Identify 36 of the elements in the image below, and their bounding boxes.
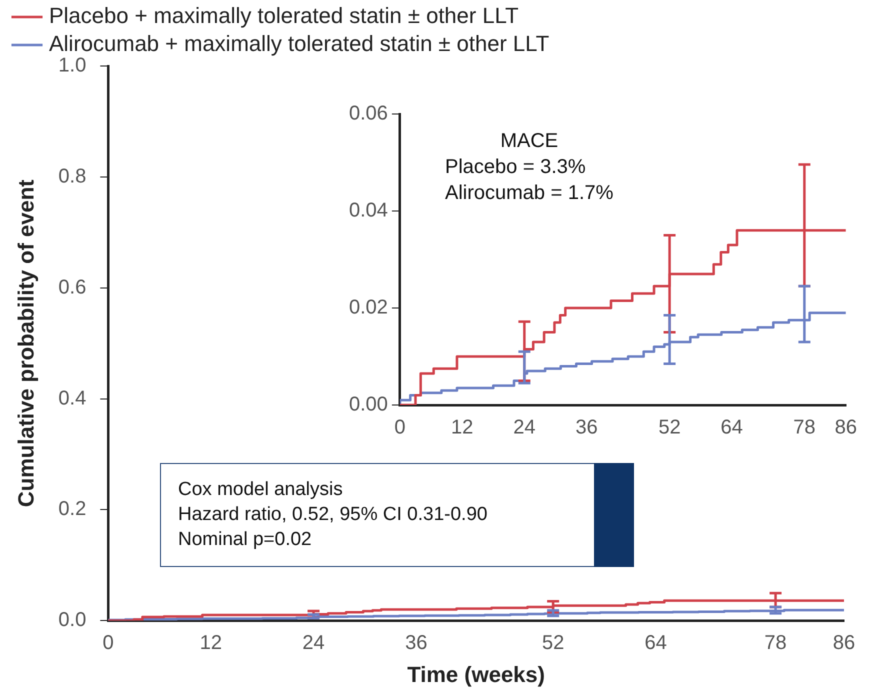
x-tick-label: 12 xyxy=(200,632,222,654)
x-tick-label: 12 xyxy=(451,416,474,439)
y-tick-label: 0.6 xyxy=(58,276,86,298)
x-tick-label: 24 xyxy=(513,416,536,439)
annotation: Nominal p=0.02 xyxy=(178,528,313,552)
annotation: Cox model analysis xyxy=(178,478,344,502)
annotation: Hazard ratio, 0.52, 95% CI 0.31-0.90 xyxy=(178,503,488,527)
x-tick-label: 78 xyxy=(793,416,816,439)
annotation: Placebo = 3.3% xyxy=(445,155,587,180)
y-tick-label: 1.0 xyxy=(58,54,86,77)
x-tick-label: 86 xyxy=(832,632,856,654)
y-tick-label: 0.8 xyxy=(58,165,86,188)
legend-label: Placebo + maximally tolerated statin ± other LLT xyxy=(49,3,519,28)
y-tick-label: 0.02 xyxy=(348,296,388,319)
x-tick-label: 78 xyxy=(764,632,787,654)
x-tick-label: 64 xyxy=(644,632,667,654)
y-tick-label: 0.4 xyxy=(58,387,86,410)
x-tick-label: 36 xyxy=(405,632,428,654)
x-tick-label: 36 xyxy=(575,416,598,439)
legend-label: Alirocumab + maximally tolerated statin ± other LLT xyxy=(49,31,550,56)
annotation: Alirocumab = 1.7% xyxy=(445,181,614,206)
y-tick-label: 0.04 xyxy=(348,200,388,222)
x-tick-label: 86 xyxy=(834,416,857,439)
x-tick-label: 52 xyxy=(542,632,564,654)
y-axis-title: Cumulative probability of event xyxy=(13,178,38,508)
x-axis-title: Time (weeks) xyxy=(407,662,545,687)
y-tick-label: 0.0 xyxy=(58,609,86,632)
annotation: MACE xyxy=(499,129,560,154)
y-tick-label: 0.2 xyxy=(58,498,86,520)
x-tick-label: 24 xyxy=(302,632,325,654)
y-tick-label: 0.00 xyxy=(348,394,388,416)
x-tick-label: 0 xyxy=(394,416,406,439)
x-tick-label: 0 xyxy=(102,632,114,654)
x-tick-label: 52 xyxy=(658,416,681,439)
x-tick-label: 64 xyxy=(720,416,743,439)
y-tick-label: 0.06 xyxy=(348,102,388,125)
